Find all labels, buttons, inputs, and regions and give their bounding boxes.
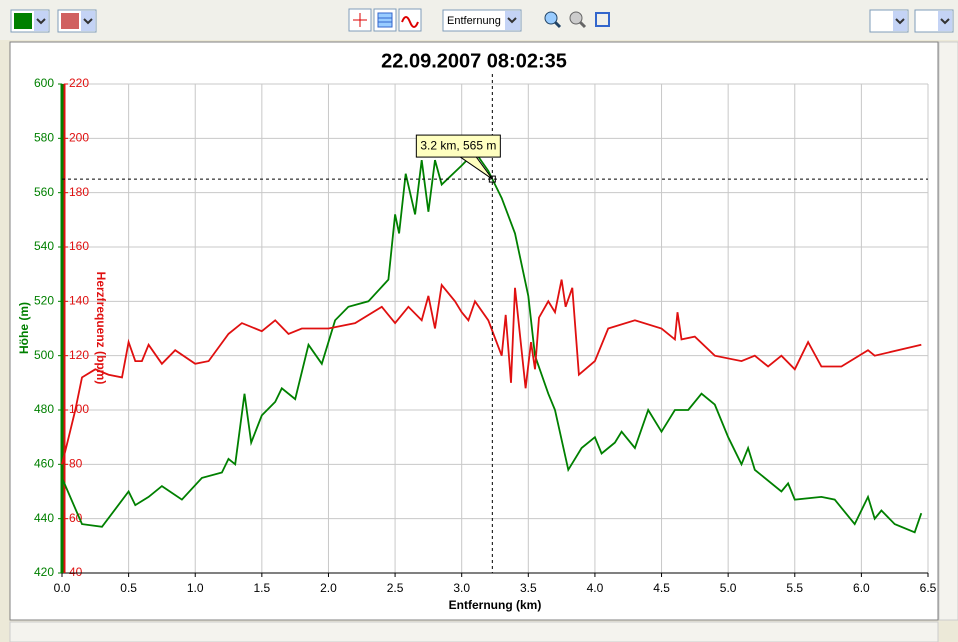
x-tick-label: 6.5 [920, 581, 937, 595]
x-axis-title: Entfernung (km) [449, 598, 542, 612]
y2-tick-label: 120 [69, 348, 89, 362]
dropdown[interactable] [869, 9, 909, 33]
x-tick-label: 3.0 [453, 581, 470, 595]
zoom-out[interactable] [569, 11, 587, 29]
x-tick-label: 5.5 [786, 581, 803, 595]
y2-tick-label: 200 [69, 131, 89, 145]
x-tick-label: 4.0 [587, 581, 604, 595]
zoom-fit[interactable] [595, 12, 610, 27]
plot: 420 440 460 480 500 520 540 560 580 600 40 60 80 100 1… [34, 74, 937, 595]
grid-button[interactable] [373, 8, 397, 32]
y2-axis-title: Herzfrequenz (bpm) [94, 272, 108, 385]
y2-tick-label: 80 [69, 457, 83, 471]
crosshair-button[interactable] [348, 8, 372, 32]
x-tick-label: 3.5 [520, 581, 537, 595]
x-tick-label: 0.5 [120, 581, 137, 595]
y2-tick-label: 220 [69, 76, 89, 90]
tooltip-pointer [460, 156, 493, 180]
chart-panel [9, 41, 939, 621]
y-tick-label: 420 [34, 565, 54, 579]
y2-tick-label: 40 [69, 565, 83, 579]
cursor-marker [488, 175, 496, 183]
y-axis-title: Höhe (m) [17, 302, 31, 354]
x-tick-label: 2.5 [387, 581, 404, 595]
y-tick-label: 580 [34, 131, 54, 145]
x-axis-dropdown[interactable]: Entfernung [442, 9, 522, 32]
horizontal-scrollbar[interactable] [9, 621, 939, 642]
y2-tick-label: 100 [69, 402, 89, 416]
vertical-scrollbar[interactable] [938, 41, 958, 621]
y-tick-label: 600 [34, 76, 54, 90]
y2-tick-label: 160 [69, 239, 89, 253]
chart-title: 22.09.2007 08:02:35 [381, 50, 567, 72]
y2-tick-label: 140 [69, 294, 89, 308]
data-line [61, 150, 923, 534]
y-tick-label: 460 [34, 457, 54, 471]
color-dropdown[interactable] [57, 9, 97, 33]
x-tick-label: 4.5 [653, 581, 670, 595]
x-tick-label: 5.0 [720, 581, 737, 595]
dropdown-label: Entfernung [447, 15, 501, 27]
x-tick-label: 2.0 [320, 581, 337, 595]
x-tick-label: 6.0 [853, 581, 870, 595]
dropdown[interactable] [914, 9, 954, 33]
tooltip-text: 3.2 km, 565 m [420, 138, 496, 152]
curve-button[interactable] [398, 8, 422, 32]
y-tick-label: 500 [34, 348, 54, 362]
y-tick-label: 560 [34, 185, 54, 199]
x-tick-label: 0.0 [54, 581, 71, 595]
y2-tick-label: 60 [69, 511, 83, 525]
y-tick-label: 540 [34, 239, 54, 253]
x-tick-label: 1.5 [254, 581, 271, 595]
y-tick-label: 480 [34, 402, 54, 416]
zoom-in[interactable] [544, 11, 562, 29]
data-line [61, 279, 922, 465]
tooltip [415, 134, 501, 158]
y2-tick-label: 180 [69, 185, 89, 199]
y-tick-label: 440 [34, 511, 54, 525]
color-dropdown[interactable] [10, 9, 50, 33]
x-tick-label: 1.0 [187, 581, 204, 595]
y-tick-label: 520 [34, 294, 54, 308]
